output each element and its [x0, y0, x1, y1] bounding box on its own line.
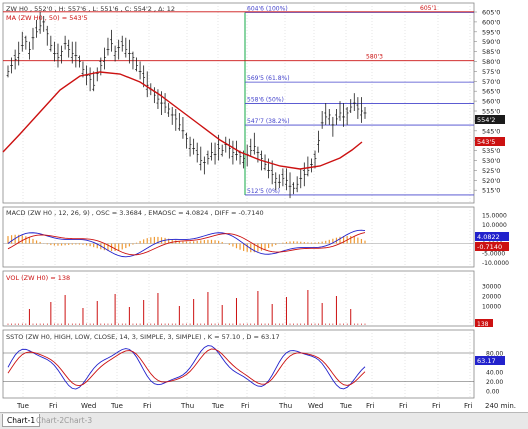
fib-level-label: 512'5 (0%) [247, 188, 280, 195]
price-tick-label: 570'0 [482, 78, 500, 86]
x-axis-label: Tue [110, 402, 123, 410]
stochastic-pane[interactable] [2, 329, 475, 399]
price-tick-label: 545'0 [482, 127, 500, 135]
x-axis-label: Thu [180, 402, 194, 410]
price-tick-label: 560'0 [482, 98, 500, 106]
ssto-flag [475, 356, 505, 365]
price-tick-label: 595'0 [482, 28, 500, 36]
price-tick-label: 580'0 [482, 58, 500, 66]
x-axis-label: Fri [366, 402, 374, 410]
macd-tick-label: 15.0000 [482, 213, 507, 220]
ssto-flag-label: 63.17 [477, 357, 496, 365]
x-axis-label: Tue [16, 402, 29, 410]
fib-level-label: 547'7 (38.2%) [247, 118, 290, 125]
price-tick-label: 585'0 [482, 48, 500, 56]
price-tick-label: 530'0 [482, 157, 500, 165]
x-axis-label: Fri [241, 402, 249, 410]
macd-tick-label: -5.0000 [482, 251, 505, 258]
volume-tick-label: 20000 [482, 294, 501, 301]
volume-flag-label: 138 [477, 321, 489, 328]
fib-level-label: 558'6 (50%) [247, 97, 284, 104]
ssto-tick-label: 80.00 [486, 351, 503, 358]
macd-blue-label: 4.0822 [477, 233, 500, 241]
x-axis-label: Tue [339, 402, 352, 410]
fib-level-label: 604'6 (100%) [247, 5, 288, 12]
volume-header: VOL (ZW H0) = 138 [6, 274, 70, 282]
ssto-d-line [7, 348, 366, 387]
x-axis-label: Thu [278, 402, 292, 410]
price-tick-label: 535'0 [482, 147, 500, 155]
stochastic-header: SSTO (ZW H0, HIGH, LOW, CLOSE, 14, 3, SI… [6, 333, 280, 341]
resistance-label: 580'3 [366, 54, 383, 61]
macd-tick-label: -10.0000 [482, 260, 509, 267]
ssto-k-line [7, 345, 366, 390]
ma-header: MA (ZW H0 , 50) = 543'5 [6, 14, 88, 22]
price-tick-label: 520'0 [482, 177, 500, 185]
tab-chart-3[interactable]: Chart-3 [64, 416, 93, 425]
price-tick-label: 555'0 [482, 108, 500, 116]
x-axis-label: Fri [432, 402, 440, 410]
chart-tab-bar: Chart-1 Chart-2 Chart-3 [0, 412, 528, 429]
tab-chart-2[interactable]: Chart-2 [36, 416, 65, 425]
fib-level-label: 569'5 (61.8%) [247, 75, 290, 82]
tab-chart-1[interactable]: Chart-1 [2, 414, 41, 427]
x-axis-label: Fri [399, 402, 407, 410]
chart-canvas[interactable]: 604'6 (100%) 569'5 (61.8%) 558'6 (50%) 547'… [0, 0, 528, 412]
price-tick-label: 515'0 [482, 187, 500, 195]
macd-header: MACD (ZW H0 , 12, 26, 9) , OSC = 3.3684 … [6, 209, 264, 217]
period-label: 240 min. [485, 402, 516, 410]
x-axis-label: Fri [464, 402, 472, 410]
ssto-tick-label: 20.00 [486, 379, 503, 386]
price-header: ZW H0 , 552'0 , H: 557'6 , L: 551'6 , C:… [6, 5, 175, 13]
ma-value-label: 543'5 [477, 138, 495, 146]
last-price-flag [475, 115, 505, 124]
macd-pane[interactable] [2, 206, 475, 268]
x-axis-label: Wed [308, 402, 323, 410]
x-axis-label: Fri [143, 402, 151, 410]
macd-blue-flag [475, 232, 509, 241]
price-tick-label: 525'0 [482, 167, 500, 175]
resistance-label: 605'1 [420, 5, 437, 12]
price-tick-label: 600'0 [482, 18, 500, 26]
ssto-tick-label: 40.00 [486, 370, 503, 377]
price-tick-label: 605'0 [482, 9, 500, 17]
price-tick-label: 575'0 [482, 68, 500, 76]
volume-flag [475, 319, 493, 327]
volume-tick-label: 10000 [482, 304, 501, 311]
last-price-label: 554'2 [477, 116, 495, 124]
ssto-tick-label: 0.00 [486, 389, 500, 396]
macd-red-flag [475, 242, 509, 251]
price-pane[interactable] [2, 2, 475, 204]
macd-ema-line [7, 232, 366, 256]
x-axis-label: Wed [81, 402, 96, 410]
macd-osc-line [7, 229, 366, 258]
x-axis-label: Tue [211, 402, 224, 410]
price-tick-label: 565'0 [482, 88, 500, 96]
price-tick-label: 590'0 [482, 38, 500, 46]
macd-red-label: -0.7140 [477, 243, 502, 251]
ma-value-flag [475, 137, 505, 146]
moving-average-line [2, 71, 363, 170]
volume-tick-label: 30000 [482, 284, 501, 291]
volume-pane[interactable] [2, 270, 475, 327]
macd-tick-label: 10.0000 [482, 222, 507, 229]
x-axis-label: Fri [49, 402, 57, 410]
